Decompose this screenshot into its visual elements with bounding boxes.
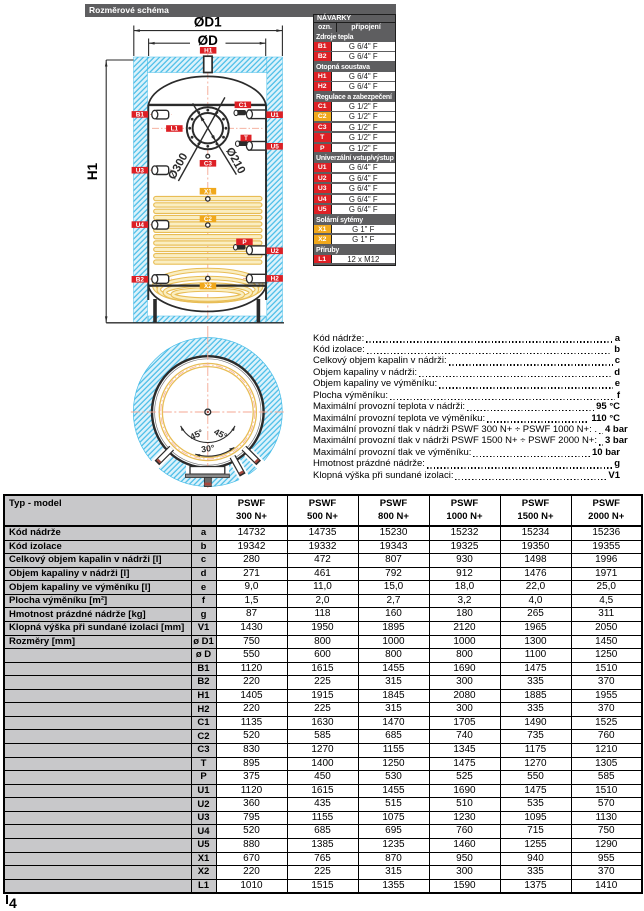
svg-text:U2: U2: [271, 248, 280, 255]
svg-text:P: P: [242, 239, 247, 246]
svg-text:X1: X1: [204, 188, 212, 195]
svg-text:L1: L1: [171, 126, 179, 133]
svg-text:Ø210: Ø210: [223, 146, 247, 176]
svg-text:U5: U5: [271, 144, 280, 151]
svg-text:C1: C1: [239, 102, 248, 109]
svg-text:T: T: [244, 135, 248, 142]
svg-text:ØD1: ØD1: [194, 14, 222, 29]
svg-text:U4: U4: [136, 222, 145, 229]
svg-text:C3: C3: [204, 161, 213, 168]
svg-text:ØD: ØD: [198, 33, 219, 48]
svg-text:X2: X2: [204, 283, 212, 290]
svg-text:B1: B1: [136, 112, 145, 119]
svg-text:B2: B2: [136, 277, 145, 284]
svg-text:C2: C2: [204, 216, 213, 223]
svg-text:H2: H2: [271, 276, 280, 283]
svg-text:30°: 30°: [201, 443, 216, 455]
svg-text:H1: H1: [204, 48, 213, 55]
svg-text:U1: U1: [271, 112, 280, 119]
svg-text:U3: U3: [136, 167, 145, 174]
svg-text:H1: H1: [85, 162, 100, 180]
